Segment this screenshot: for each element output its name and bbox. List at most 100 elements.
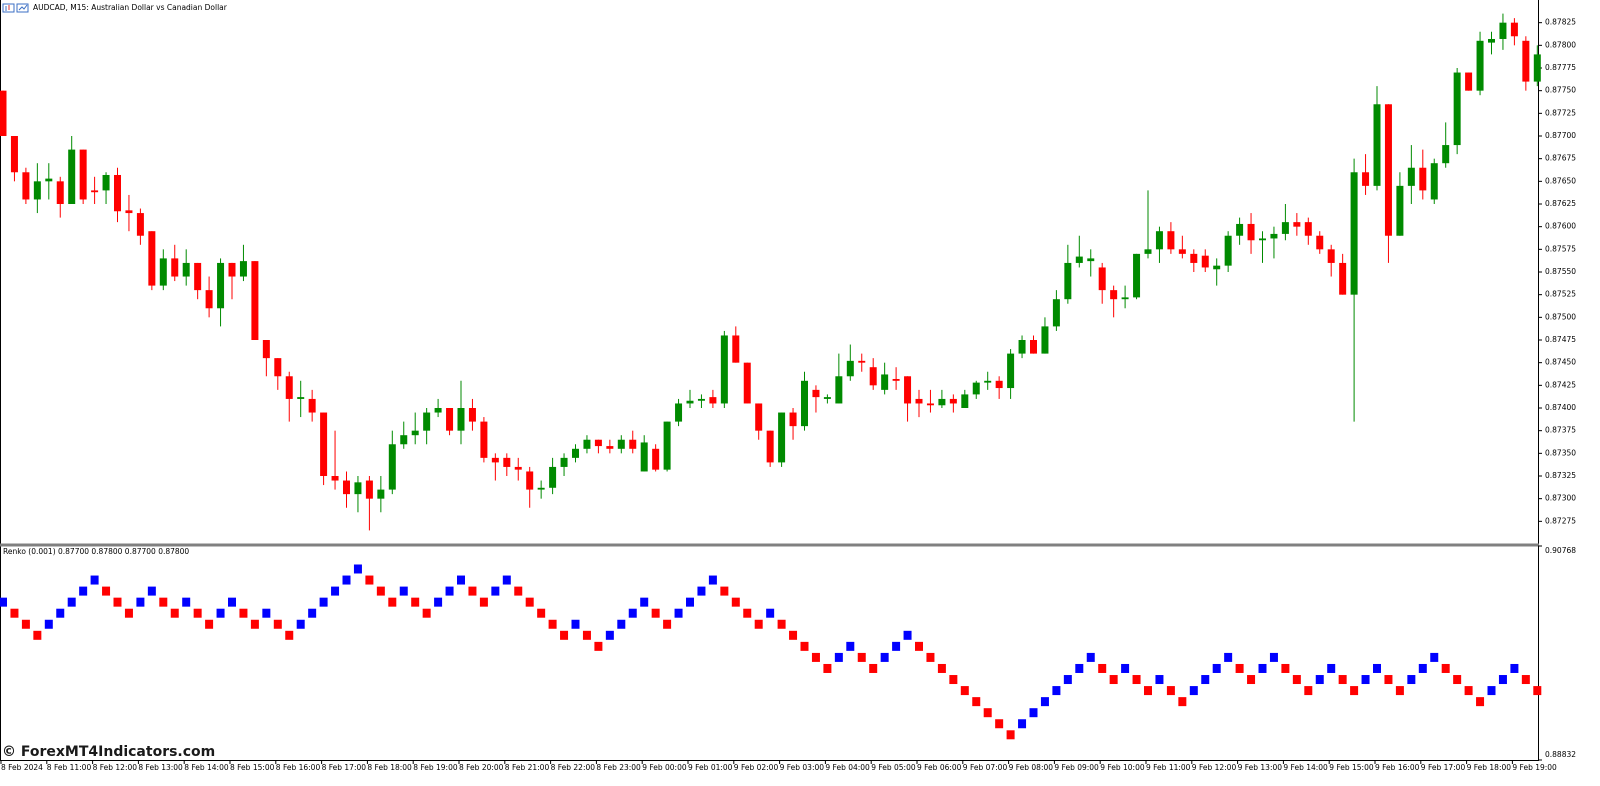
x-tick-label: 8 Feb 13:00 (138, 763, 183, 772)
renko-brick (342, 575, 351, 585)
renko-brick (1453, 675, 1462, 685)
renko-brick (960, 686, 969, 696)
y-tick-label: 0.87575 (1545, 244, 1576, 253)
renko-brick (1292, 675, 1301, 685)
candle-body (823, 397, 831, 399)
renko-brick (560, 630, 569, 640)
renko-brick (319, 597, 328, 607)
renko-brick (651, 608, 660, 618)
y-tick-label: 0.90768 (1545, 546, 1576, 555)
candle-body (194, 262, 202, 291)
candle-body (457, 408, 465, 431)
candle-body (938, 398, 946, 406)
x-tick-label: 9 Feb 07:00 (963, 763, 1008, 772)
y-tick-label: 0.88832 (1545, 750, 1576, 759)
y-tick-label: 0.87500 (1545, 312, 1576, 321)
renko-brick (811, 652, 820, 662)
renko-brick (136, 597, 145, 607)
candle-body (835, 376, 843, 404)
candle-body (446, 408, 454, 431)
candle-body (434, 408, 442, 413)
candle-body (0, 90, 7, 136)
candle-body (743, 362, 751, 404)
candle-body (56, 181, 64, 204)
renko-brick (79, 586, 88, 596)
renko-brick (502, 575, 511, 585)
renko-brick (674, 608, 683, 618)
renko-brick (1109, 675, 1118, 685)
candle-body (308, 398, 316, 413)
candle-body (10, 136, 18, 173)
candle-body (755, 403, 763, 431)
candle-body (1201, 255, 1209, 268)
x-tick-label: 8 Feb 18:00 (367, 763, 412, 772)
x-tick-label: 9 Feb 00:00 (642, 763, 687, 772)
candle-body (846, 360, 854, 377)
candle-body (228, 262, 236, 277)
candle-body (560, 457, 568, 467)
candle-body (297, 397, 305, 399)
candle-body (1190, 253, 1198, 263)
renko-brick (1166, 686, 1175, 696)
y-tick-label: 0.87625 (1545, 199, 1576, 208)
renko-brick (1212, 663, 1221, 673)
renko-brick (1487, 686, 1496, 696)
candle-body (1419, 167, 1427, 191)
candle-body (892, 378, 900, 381)
renko-brick (1121, 663, 1130, 673)
candle-body (1052, 299, 1060, 327)
renko-brick (1430, 652, 1439, 662)
x-tick-label: 9 Feb 02:00 (734, 763, 779, 772)
candle-body (285, 376, 293, 399)
candle-body (1098, 267, 1106, 291)
candle-body (1384, 104, 1392, 236)
renko-brick (10, 608, 19, 618)
renko-brick (617, 619, 626, 629)
renko-brick (754, 619, 763, 629)
candle-body (1407, 167, 1415, 186)
candle-body (1316, 235, 1324, 250)
candle-body (400, 435, 408, 445)
x-tick-label: 9 Feb 14:00 (1283, 763, 1328, 772)
renko-brick (1189, 686, 1198, 696)
renko-brick (731, 597, 740, 607)
candle-body (1373, 104, 1381, 186)
renko-brick (640, 597, 649, 607)
y-tick-label: 0.87700 (1545, 131, 1576, 140)
candle-body (1133, 253, 1141, 298)
candle-body (411, 430, 419, 436)
renko-brick (1144, 686, 1152, 696)
y-tick-label: 0.87425 (1545, 380, 1576, 389)
candle-body (1259, 238, 1266, 241)
candle-body (1110, 290, 1118, 300)
candle-body (22, 172, 30, 200)
renko-brick (846, 641, 855, 651)
candle-body (91, 190, 99, 193)
y-tick-label: 0.87475 (1545, 335, 1576, 344)
candle-body (1167, 231, 1175, 250)
candle-body (1247, 223, 1255, 241)
renko-brick (1327, 663, 1336, 673)
renko-brick (285, 630, 294, 640)
x-tick-label: 9 Feb 16:00 (1375, 763, 1420, 772)
renko-brick (571, 619, 580, 629)
candle-body (526, 471, 534, 490)
renko-brick (1224, 652, 1233, 662)
candle-body (423, 412, 431, 431)
candle-body (1178, 249, 1186, 254)
renko-brick (777, 619, 786, 629)
candle-body (1350, 172, 1358, 295)
y-tick-label: 0.87775 (1545, 63, 1576, 72)
renko-brick (1132, 675, 1141, 685)
renko-brick (834, 652, 843, 662)
renko-brick (582, 630, 591, 640)
candle-body (1121, 297, 1129, 300)
candle-body (949, 398, 957, 404)
candle-body (102, 174, 110, 191)
x-tick-label: 8 Feb 22:00 (551, 763, 596, 772)
candle-body (1362, 172, 1370, 186)
candle-body (1442, 145, 1450, 164)
renko-brick (457, 575, 465, 585)
renko-brick (628, 608, 637, 618)
candle-body (801, 380, 808, 427)
